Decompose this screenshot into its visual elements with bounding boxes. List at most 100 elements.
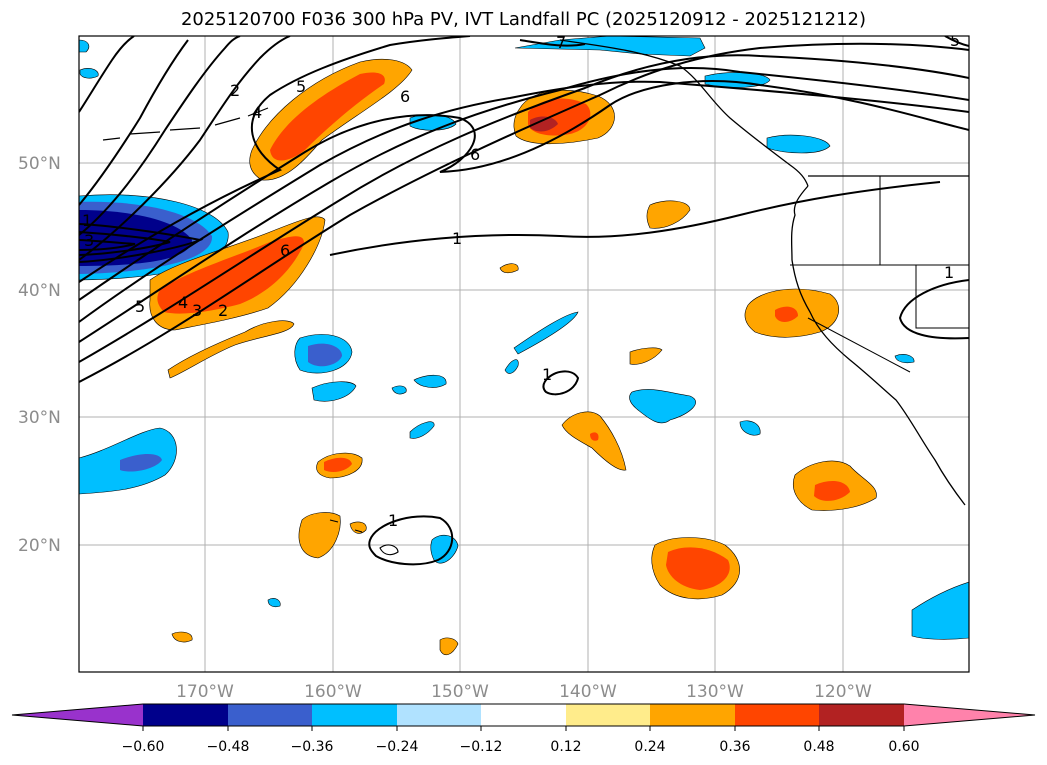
contour-line [79, 42, 969, 383]
lon-label-120w: 120°W [814, 682, 872, 702]
contour-label: 6 [400, 87, 410, 106]
blob-neg-small2 [391, 385, 407, 395]
blob-neg-streak [513, 311, 579, 355]
alaska-coast [559, 39, 809, 187]
colorbar-segment [143, 704, 228, 726]
aleutian-islands [102, 107, 269, 141]
blob-pos-small1 [499, 263, 519, 274]
blob-pos-ne [646, 200, 691, 229]
blob-neg-mid1-core [308, 343, 342, 367]
colorbar-ticks [142, 726, 905, 731]
blob-neg-hawaii [430, 534, 459, 564]
colorbar-segment [481, 704, 566, 726]
lon-label-170w: 170°W [176, 682, 234, 702]
contour-label: 1 [452, 229, 462, 248]
blob-neg-small4 [739, 420, 761, 436]
blob-pos-ca-core [775, 306, 798, 322]
lat-label-40n: 40°N [18, 281, 61, 301]
blob-pos-sw [298, 512, 341, 559]
positive-anomaly-regions [149, 58, 877, 656]
colorbar-segment [397, 704, 481, 726]
blob-neg-west-core [79, 210, 192, 266]
contour-label: 1 [388, 511, 398, 530]
contour-label: 5 [135, 297, 145, 316]
colorbar-tick-label: 0.12 [550, 739, 581, 755]
colorbar-segment [650, 704, 735, 726]
blob-neg-center-east [629, 389, 696, 424]
blob-pos-small5 [439, 637, 459, 656]
blob-pos-main-tail [167, 320, 295, 379]
contour-line [79, 231, 171, 256]
blob-neg-coast [894, 354, 915, 364]
blob-pos-small3 [349, 521, 367, 534]
lon-label-130w: 130°W [686, 682, 744, 702]
contour-line [898, 279, 969, 340]
colorbar-segment [312, 704, 397, 726]
contour-label: 4 [178, 293, 188, 312]
colorbar-tick-label: −0.12 [460, 739, 503, 755]
coastlines [102, 39, 969, 556]
blob-pos-center [561, 411, 627, 471]
blob-pos-mid-west-core [324, 457, 352, 472]
contour-line [79, 54, 969, 363]
colorbar-tick-label: 0.36 [719, 739, 750, 755]
contour-line [79, 36, 291, 261]
contour-line [329, 181, 941, 256]
contour-label: 5 [296, 77, 306, 96]
contour-label: 3 [192, 301, 202, 320]
colorbar-segment [819, 704, 904, 726]
state-border-3 [915, 265, 969, 329]
blob-neg-bc [766, 134, 831, 154]
blob-neg-bering [514, 36, 706, 57]
lat-label-30n: 30°N [18, 408, 61, 428]
map-title: 2025120700 F036 300 hPa PV, IVT Landfall… [180, 9, 867, 30]
contour-label: 6 [470, 145, 480, 164]
colorbar-tick-label: −0.24 [376, 739, 419, 755]
blob-pos-aleutian-mid [270, 72, 385, 161]
contour-label: 5 [950, 31, 960, 50]
map-area: 2 4 5 6 7 6 1 3 6 5 4 3 2 1 1 1 1 5 [79, 31, 969, 672]
colorbar-tick-label: 0.24 [634, 739, 665, 755]
blob-neg-sw-core [120, 454, 162, 472]
contour-label: 1 [82, 211, 92, 230]
blob-pos-se-core [814, 480, 850, 501]
colorbar-segment [228, 704, 312, 726]
blob-neg-small1 [504, 359, 519, 374]
contour-label: 3 [84, 231, 94, 250]
contour-line [79, 80, 969, 323]
contour-label: 2 [218, 301, 228, 320]
contour-line [79, 36, 135, 113]
colorbar-tick-label: 0.48 [803, 739, 834, 755]
contour-line [79, 39, 189, 206]
blob-neg-nw1 [79, 39, 90, 53]
colorbar-tick-label: −0.36 [291, 739, 334, 755]
map-frame [78, 35, 970, 673]
north-america-coast [790, 185, 966, 506]
contour-label: 4 [252, 103, 262, 122]
contour-label: 1 [944, 263, 954, 282]
contour-label-group: 2 4 5 6 7 6 1 3 6 5 4 3 2 1 1 1 1 5 [82, 31, 960, 530]
colorbar-over-arrow [904, 704, 1035, 726]
blob-neg-se [911, 581, 969, 640]
contour-label: 6 [280, 241, 290, 260]
blob-pos-gulf-core [530, 116, 558, 132]
longitude-labels: 170°W 160°W 150°W 140°W 130°W 120°W [176, 682, 872, 702]
blob-neg-small5 [267, 598, 281, 608]
contour-line [79, 36, 241, 236]
lon-label-160w: 160°W [304, 682, 362, 702]
contour-label: 2 [230, 81, 240, 100]
contour-line [79, 223, 204, 263]
contour-line [79, 36, 471, 283]
blob-pos-center-core [590, 432, 599, 441]
colorbar-tick-label: −0.60 [122, 739, 165, 755]
contour-line [542, 370, 580, 396]
contour-line [944, 36, 969, 47]
blob-neg-mid2 [311, 381, 357, 402]
blob-pos-small4 [171, 631, 193, 643]
state-border-4 [807, 317, 911, 373]
contour-line [79, 239, 136, 251]
hawaii-islands [329, 519, 399, 556]
lat-label-20n: 20°N [18, 536, 61, 556]
blob-pos-main-mid [157, 236, 305, 314]
